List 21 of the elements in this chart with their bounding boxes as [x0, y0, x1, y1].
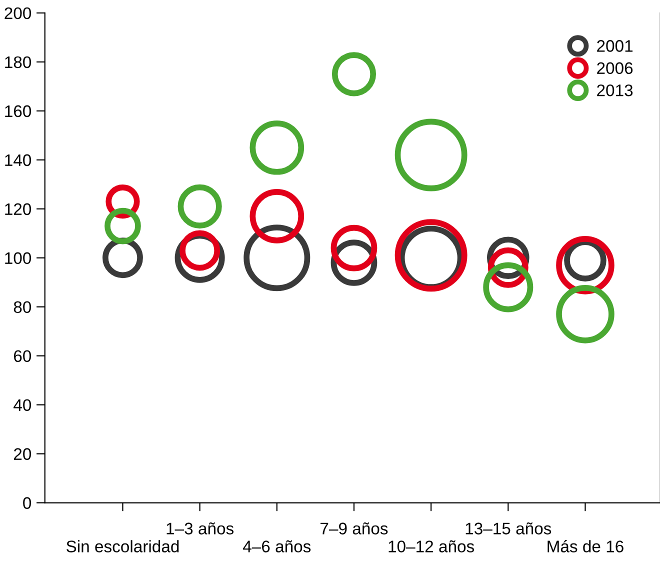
- y-tick-label: 140: [5, 154, 32, 166]
- legend-label: 2013: [597, 84, 633, 96]
- x-tick-label: 4–6 años: [242, 540, 311, 552]
- y-tick-label: 120: [5, 203, 32, 216]
- y-tick-label: 80: [14, 301, 32, 314]
- x-tick-label: 10–12 años: [388, 540, 474, 552]
- y-tick-label: 160: [5, 105, 32, 118]
- y-tick-label: 60: [14, 350, 32, 362]
- y-tick-label: 200: [4, 7, 32, 20]
- x-tick-label: Más de 16: [548, 540, 624, 552]
- y-tick-label: 40: [14, 399, 32, 411]
- x-tick-label: 13–15 años: [466, 522, 552, 534]
- y-tick-label: 180: [5, 56, 32, 68]
- y-tick-label: 100: [5, 252, 32, 264]
- x-tick-label: 7–9 años: [320, 522, 388, 534]
- y-tick-label: 0: [23, 497, 32, 509]
- legend-label: 2006: [597, 62, 633, 74]
- x-tick-label: 1–3 años: [166, 522, 234, 534]
- y-tick-label: 20: [14, 448, 32, 460]
- x-tick-label: Sin escolaridad: [66, 540, 179, 552]
- legend-label: 2001: [597, 40, 633, 52]
